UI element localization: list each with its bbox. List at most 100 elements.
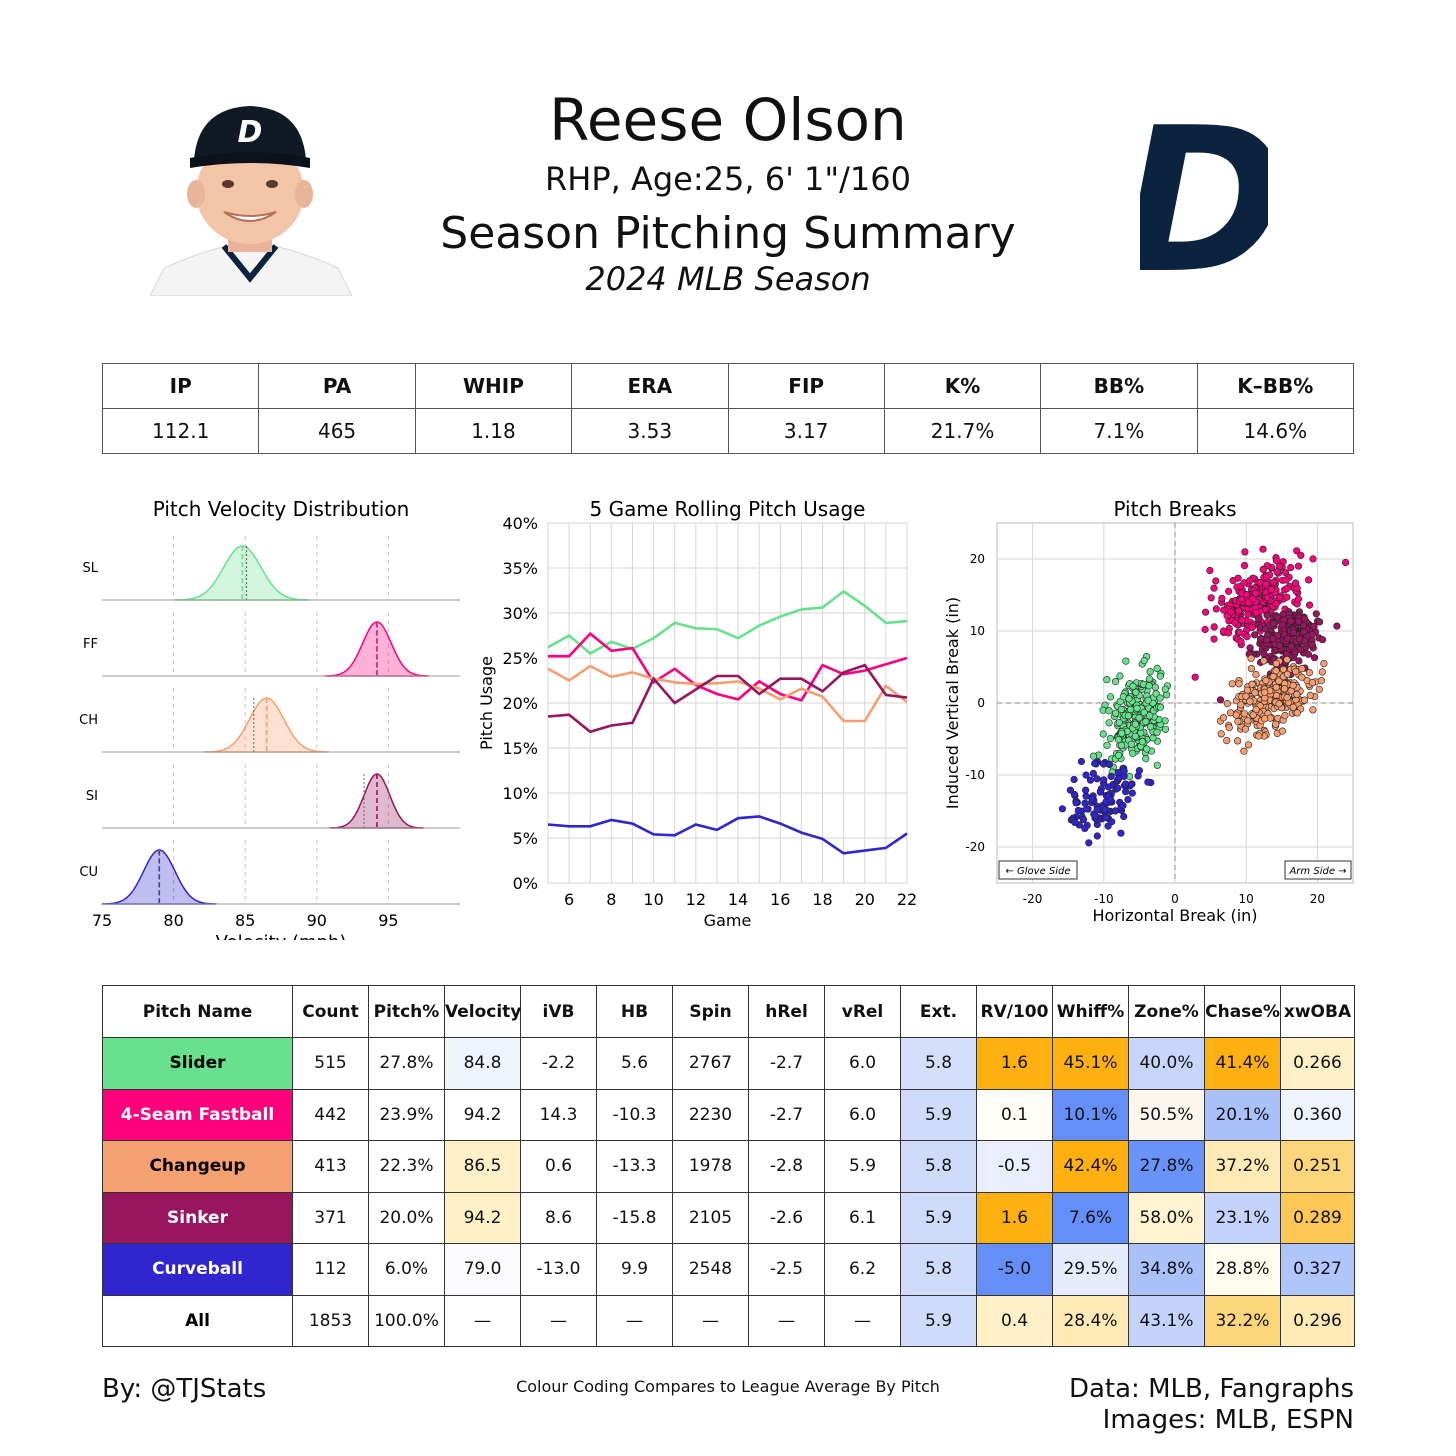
breaks-point <box>1289 629 1298 637</box>
breaks-point <box>1248 680 1256 688</box>
breaks-point <box>1283 584 1291 593</box>
breaks-point <box>1262 580 1270 588</box>
breaks-point <box>1124 712 1132 720</box>
pitch-stat-cell: -10.3 <box>596 1088 673 1141</box>
pitch-stat-cell: 42.4% <box>1052 1140 1129 1193</box>
pitch-stat-cell: -2.7 <box>748 1037 825 1090</box>
breaks-chart-title: Pitch Breaks <box>1113 497 1236 521</box>
velocity-row-label: SI <box>86 789 98 804</box>
breaks-point <box>1309 555 1317 563</box>
breaks-point <box>1261 688 1269 696</box>
pitch-stat-cell: 28.8% <box>1204 1243 1281 1296</box>
breaks-point <box>1237 701 1245 709</box>
breaks-point <box>1293 547 1301 555</box>
breaks-point <box>1244 717 1252 725</box>
usage-x-tick: 14 <box>728 890 748 909</box>
usage-x-tick: 6 <box>564 890 574 909</box>
pitch-table-header: Pitch Name Count Pitch% Velocity iVB HB Spin hR… <box>102 985 1355 1038</box>
breaks-point <box>1071 818 1079 827</box>
breaks-point <box>1106 735 1114 743</box>
breaks-point <box>1261 715 1269 723</box>
breaks-point <box>1217 730 1225 738</box>
breaks-point <box>1210 584 1218 592</box>
pitch-stat-cell: 1.6 <box>976 1191 1053 1244</box>
breaks-point <box>1115 774 1123 783</box>
usage-y-tick: 5% <box>513 829 538 848</box>
breaks-point <box>1153 728 1161 736</box>
breaks-point <box>1281 711 1289 720</box>
pitch-table-column-header: RV/100 <box>976 985 1053 1038</box>
stat-header: BB% <box>1040 363 1198 409</box>
breaks-point <box>1105 707 1113 715</box>
breaks-point <box>1151 683 1159 691</box>
breaks-point <box>1143 745 1151 753</box>
breaks-point <box>1107 772 1115 781</box>
usage-chart-title: 5 Game Rolling Pitch Usage <box>590 497 866 521</box>
pitch-stat-cell: 84.8 <box>444 1037 521 1090</box>
pitch-stat-cell: 413 <box>292 1140 369 1193</box>
pitch-stat-cell: -13.3 <box>596 1140 673 1193</box>
usage-x-tick: 22 <box>897 890 917 909</box>
usage-series-line <box>547 589 908 656</box>
breaks-point <box>1120 767 1128 775</box>
pitch-name-cell: All <box>102 1294 293 1347</box>
breaks-point <box>1263 611 1271 619</box>
pitch-stat-cell: 23.1% <box>1204 1191 1281 1244</box>
breaks-point <box>1223 700 1232 708</box>
breaks-point <box>1259 565 1267 573</box>
breaks-point <box>1156 694 1164 702</box>
breaks-point <box>1156 703 1165 711</box>
breaks-point <box>1296 646 1305 654</box>
breaks-point <box>1235 607 1243 615</box>
breaks-point <box>1249 595 1257 603</box>
breaks-point <box>1243 633 1251 641</box>
usage-y-tick: 35% <box>502 559 538 578</box>
pitch-stat-cell: 0.360 <box>1280 1088 1355 1141</box>
cap-logo-letter: D <box>238 115 263 150</box>
usage-x-label: Game <box>704 911 752 930</box>
pitch-stat-cell: 9.9 <box>596 1243 673 1296</box>
pitch-stat-cell: 0.327 <box>1280 1243 1355 1296</box>
breaks-point <box>1124 796 1132 804</box>
pitch-table-row: Slider 515 27.8% 84.8 -2.2 5.6 2767 -2.7 6.0 5.8 1… <box>102 1037 1355 1090</box>
breaks-point <box>1140 657 1148 665</box>
pitch-stat-cell: 8.6 <box>520 1191 597 1244</box>
breaks-point <box>1247 665 1256 673</box>
team-logo: D <box>1140 100 1268 288</box>
usage-y-tick: 0% <box>513 874 538 893</box>
breaks-point <box>1308 631 1316 639</box>
breaks-point <box>1294 562 1303 570</box>
team-logo-letter: D <box>1140 100 1268 288</box>
breaks-point <box>1240 561 1249 570</box>
breaks-point <box>1102 814 1110 822</box>
breaks-point <box>1099 706 1107 714</box>
breaks-point <box>1206 566 1214 575</box>
pitch-stat-cell: — <box>824 1294 901 1347</box>
pitch-stat-cell: — <box>596 1294 673 1347</box>
usage-x-tick: 12 <box>686 890 706 909</box>
breaks-point <box>1223 737 1231 745</box>
breaks-point <box>1275 700 1283 708</box>
breaks-point <box>1140 708 1148 717</box>
breaks-x-tick: 20 <box>1310 892 1325 906</box>
breaks-point <box>1129 682 1137 690</box>
pitch-stat-cell: 515 <box>292 1037 369 1090</box>
pitch-stat-cell: -2.2 <box>520 1037 597 1090</box>
velocity-x-tick: 80 <box>163 911 183 930</box>
velocity-chart-title: Pitch Velocity Distribution <box>153 497 410 521</box>
pitch-name-cell: Sinker <box>102 1191 293 1244</box>
pitch-stat-cell: 37.2% <box>1204 1140 1281 1193</box>
breaks-point <box>1093 806 1101 814</box>
breaks-point <box>1305 576 1313 584</box>
breaks-point <box>1247 654 1255 662</box>
breaks-point <box>1272 557 1281 565</box>
breaks-point <box>1255 732 1263 740</box>
breaks-point <box>1145 675 1153 683</box>
breaks-series-changeup <box>1216 654 1328 755</box>
breaks-point <box>1121 780 1130 788</box>
breaks-point <box>1280 616 1288 624</box>
velocity-distribution-chart: Pitch Velocity Distribution SL FF CH SI CU 75 8… <box>79 497 460 940</box>
breaks-point <box>1081 799 1089 807</box>
breaks-point <box>1306 691 1314 699</box>
breaks-point <box>1262 676 1270 685</box>
